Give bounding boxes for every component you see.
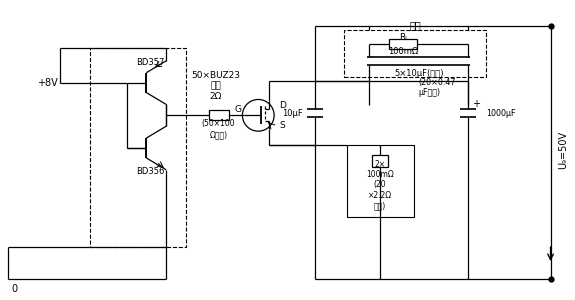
Text: 负载: 负载 [409,20,421,30]
Text: (50×100
Ω并联): (50×100 Ω并联) [202,119,235,139]
Bar [347,145,414,218]
Text: 10μF: 10μF [282,109,303,118]
Text: D: D [279,101,286,110]
Text: S: S [279,121,285,130]
Text: +8V: +8V [37,78,58,88]
Text: 100mΩ: 100mΩ [388,47,418,56]
Text: 0: 0 [12,284,18,294]
Bar [209,110,228,120]
Text: G: G [235,105,242,114]
Text: 5×10μF(并联): 5×10μF(并联) [394,69,443,78]
Bar [344,30,486,77]
Text: BD356: BD356 [136,167,165,176]
Text: (20×0.47
μF并联): (20×0.47 μF并联) [419,78,457,97]
Text: 50×BUZ23
并联
2Ω: 50×BUZ23 并联 2Ω [191,71,240,100]
Text: 2×
100mΩ
(20
×2.2Ω
并联): 2× 100mΩ (20 ×2.2Ω 并联) [366,160,394,210]
Bar [389,39,417,49]
Text: 1000μF: 1000μF [486,109,516,118]
Text: U₉=50V: U₉=50V [558,131,569,169]
Text: BD357: BD357 [136,58,165,67]
Text: Rₗ: Rₗ [399,33,407,42]
Bar [90,48,186,247]
Bar [372,155,388,167]
Text: +: + [472,99,480,110]
